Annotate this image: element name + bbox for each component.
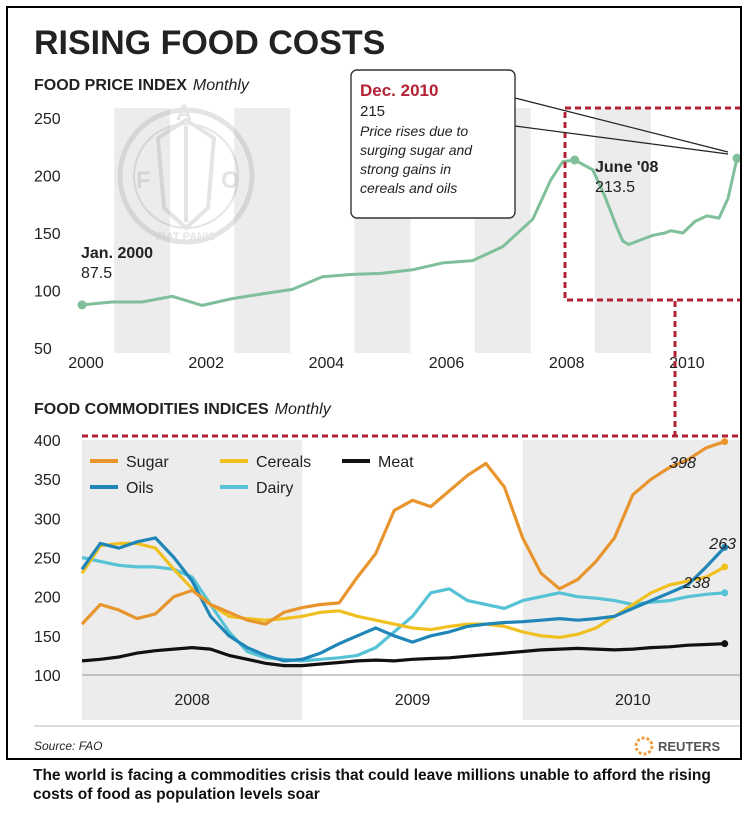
reuters-logo: REUTERS — [634, 736, 720, 756]
top-band — [594, 108, 651, 353]
callout-pointer-top — [514, 97, 729, 153]
annotation-jan-2000-label: Jan. 2000 — [81, 245, 153, 262]
sugar-end-value-label: 398 — [669, 455, 696, 472]
bottom-x-tick-label: 2010 — [615, 692, 651, 709]
dec-2010-callout-box — [350, 69, 516, 219]
top-chart-title: FOOD PRICE INDEX Monthly — [34, 77, 250, 94]
oils-line — [80, 536, 726, 663]
sugar-line — [80, 440, 726, 626]
index-end-point — [732, 153, 740, 163]
bottom-x-tick-label: 2008 — [174, 692, 210, 709]
legend-item-cereals: Cereals — [220, 454, 311, 471]
bottom-chart-bands — [82, 440, 740, 720]
source-label: Source: FAO — [34, 739, 102, 753]
bottom-y-tick-label: 400 — [34, 433, 61, 450]
svg-text:Dairy: Dairy — [256, 480, 293, 497]
svg-text:F: F — [136, 167, 151, 194]
bottom-y-tick-label: 250 — [34, 551, 61, 568]
top-y-tick-label: 200 — [34, 169, 61, 186]
cereals-end-value-label: 238 — [682, 575, 710, 592]
svg-text:A: A — [176, 100, 192, 125]
bottom-y-axis: 400 350 300 250 200 150 100 — [34, 433, 61, 685]
sugar-end-point — [721, 438, 729, 446]
infographic-frame: RISING FOOD COSTS FOOD PRICE INDEX Monthl… — [6, 6, 742, 760]
svg-text:Meat: Meat — [378, 454, 414, 471]
food-price-index-chart: FOOD PRICE INDEX Monthly F O A FIAT PANIS… — [34, 69, 740, 436]
legend-item-oils: Oils — [90, 480, 154, 497]
top-x-tick-label: 2004 — [309, 355, 345, 372]
top-y-axis: 250 200 150 100 50 — [34, 111, 61, 358]
callout-pointer-bottom — [514, 125, 729, 155]
legend-item-meat: Meat — [342, 454, 414, 471]
top-x-axis: 2000 2002 2004 2006 2008 2010 — [68, 355, 705, 372]
bottom-y-tick-label: 350 — [34, 472, 61, 489]
annotation-june-08-value: 213.5 — [595, 179, 635, 196]
svg-text:O: O — [221, 167, 240, 194]
dairy-end-point — [721, 589, 729, 597]
top-x-tick-label: 2010 — [669, 355, 705, 372]
index-start-point — [77, 300, 87, 310]
top-x-tick-label: 2008 — [549, 355, 585, 372]
svg-text:REUTERS: REUTERS — [658, 739, 720, 754]
top-band — [234, 108, 291, 353]
bottom-x-axis: 2008 2009 2010 — [82, 674, 740, 709]
annotation-june-08-label: June '08 — [595, 159, 658, 176]
annotation-jan-2000-value: 87.5 — [81, 265, 112, 282]
callout-dec-2010-label: Dec. 2010 — [360, 81, 438, 100]
legend-item-sugar: Sugar — [90, 454, 169, 471]
main-title: RISING FOOD COSTS — [34, 24, 385, 62]
oils-end-value-label: 263 — [708, 536, 736, 553]
svg-text:Sugar: Sugar — [126, 454, 169, 471]
fao-watermark-logo: F O A FIAT PANIS — [117, 100, 255, 245]
bottom-y-tick-label: 100 — [34, 668, 61, 685]
index-peak-point — [570, 155, 580, 165]
cereals-end-point — [721, 563, 729, 571]
food-commodities-chart: FOOD COMMODITIES INDICES Monthly 400 350 30… — [34, 401, 740, 720]
bottom-x-tick-label: 2009 — [395, 692, 431, 709]
top-x-tick-label: 2002 — [188, 355, 224, 372]
food-price-index-line — [81, 157, 739, 307]
svg-text:Cereals: Cereals — [256, 454, 311, 471]
bottom-band — [522, 440, 740, 720]
callout-dec-2010-value: 215 — [360, 103, 385, 120]
top-y-tick-label: 150 — [34, 226, 61, 243]
meat-line — [81, 642, 725, 668]
highlight-box-2008-2010 — [563, 106, 740, 302]
oils-end-point — [721, 543, 729, 551]
bottom-y-tick-label: 150 — [34, 629, 61, 646]
meat-end-point — [721, 640, 729, 648]
callout-dec-2010-note: Price rises due to surging sugar and stron… — [360, 123, 473, 196]
commodity-lines — [80, 438, 729, 668]
top-y-tick-label: 250 — [34, 111, 61, 128]
caption-text: The world is facing a commodities crisis… — [33, 767, 711, 803]
top-y-tick-label: 50 — [34, 341, 52, 358]
bottom-y-tick-label: 300 — [34, 511, 61, 528]
legend: Sugar Cereals Meat Oils Dairy — [90, 454, 414, 497]
top-y-tick-label: 100 — [34, 284, 61, 301]
infographic-svg: RISING FOOD COSTS FOOD PRICE INDEX Monthl… — [34, 24, 740, 756]
bottom-chart-title: FOOD COMMODITIES INDICES Monthly — [34, 401, 332, 418]
top-line-endpoints — [77, 153, 740, 310]
svg-text:FIAT PANIS: FIAT PANIS — [156, 231, 215, 243]
bottom-y-tick-label: 200 — [34, 590, 61, 607]
top-band — [114, 108, 171, 353]
svg-text:Oils: Oils — [126, 480, 154, 497]
top-x-tick-label: 2000 — [68, 355, 104, 372]
legend-item-dairy: Dairy — [220, 480, 293, 497]
top-x-tick-label: 2006 — [429, 355, 465, 372]
